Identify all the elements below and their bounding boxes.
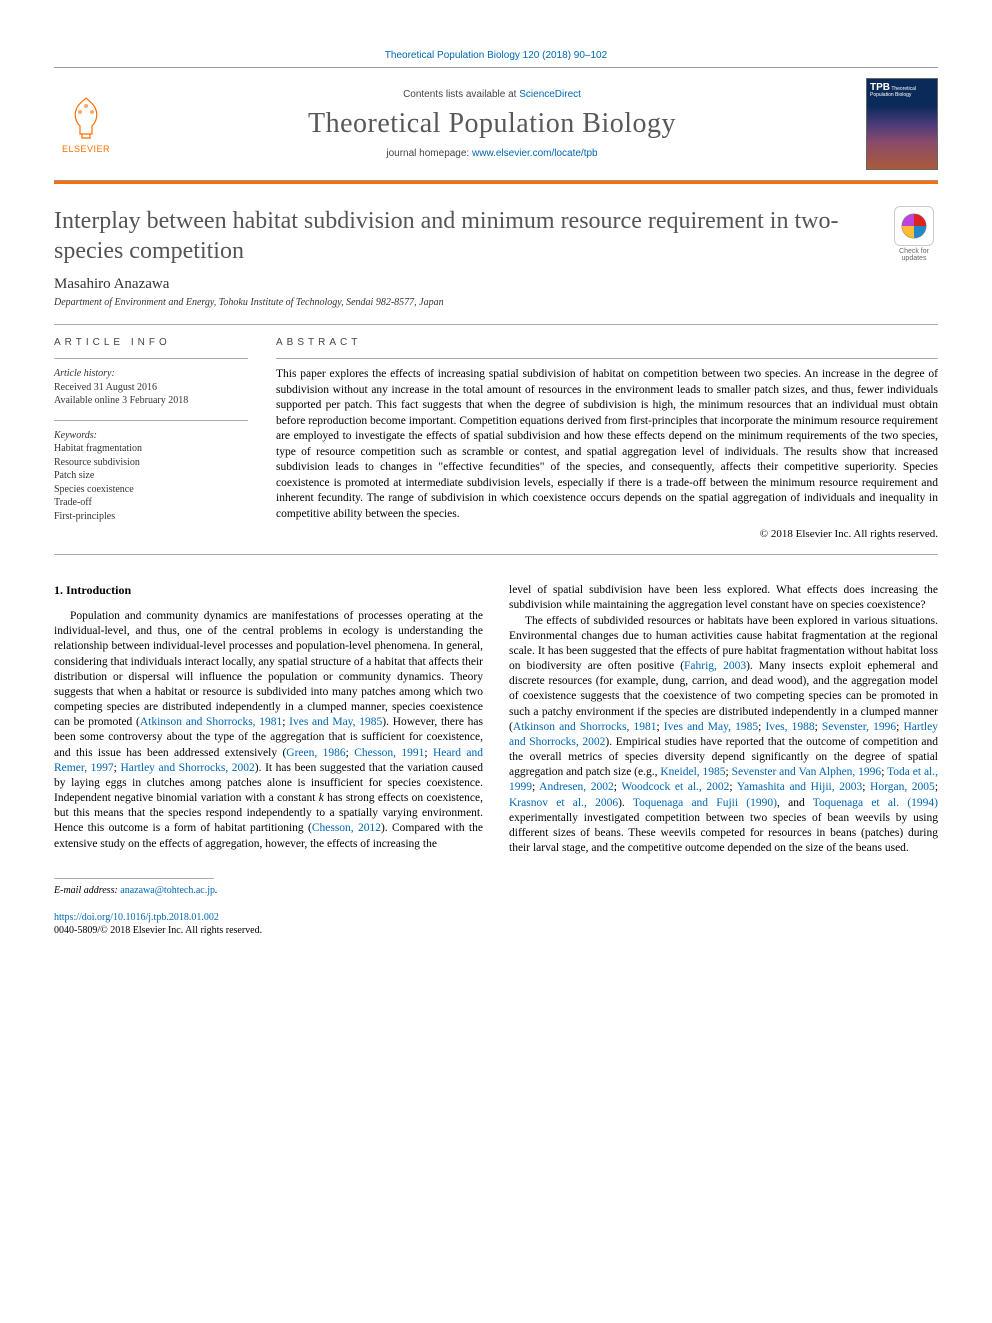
elsevier-label: ELSEVIER <box>62 144 110 154</box>
keywords-block: Keywords: Habitat fragmentation Resource… <box>54 429 248 524</box>
abstract-label: abstract <box>276 337 938 348</box>
citation-link[interactable]: Woodcock et al., 2002 <box>621 781 729 793</box>
citation-link[interactable]: Green, 1986 <box>286 747 345 759</box>
email-label: E-mail address: <box>54 885 120 896</box>
text: , and <box>777 797 813 809</box>
contents-available: Contents lists available at ScienceDirec… <box>118 89 866 100</box>
page: Theoretical Population Biology 120 (2018… <box>0 0 992 987</box>
sciencedirect-link[interactable]: ScienceDirect <box>519 89 581 100</box>
copyright-line: © 2018 Elsevier Inc. All rights reserved… <box>276 528 938 540</box>
homepage-prefix: journal homepage: <box>386 148 472 159</box>
journal-header: ELSEVIER Contents lists available at Sci… <box>54 67 938 181</box>
author-name: Masahiro Anazawa <box>54 276 938 293</box>
orange-divider <box>54 181 938 184</box>
text: ; <box>935 781 938 793</box>
text: Population and community dynamics are ma… <box>54 610 483 728</box>
elsevier-tree-icon <box>62 94 110 142</box>
check-updates-icon <box>894 206 934 246</box>
contents-prefix: Contents lists available at <box>403 89 519 100</box>
divider <box>54 324 938 325</box>
affiliation: Department of Environment and Energy, To… <box>54 297 938 308</box>
homepage-link[interactable]: www.elsevier.com/locate/tpb <box>472 148 598 159</box>
check-updates-widget[interactable]: Check for updates <box>890 206 938 262</box>
journal-title: Theoretical Population Biology <box>118 108 866 140</box>
abstract-column: abstract This paper explores the effects… <box>276 337 938 540</box>
issn-line: 0040-5809/© 2018 Elsevier Inc. All right… <box>54 924 483 937</box>
text: level of spatial subdivision have been l… <box>509 584 938 611</box>
abstract-text: This paper explores the effects of incre… <box>276 367 938 522</box>
citation-link[interactable]: Chesson, 1991 <box>354 747 424 759</box>
text: ; <box>815 721 822 733</box>
divider <box>54 420 248 421</box>
citation-link[interactable]: Toquenaga et al. (1994) <box>813 797 938 809</box>
body-column-left: 1. Introduction Population and community… <box>54 583 483 937</box>
citation-link[interactable]: Atkinson and Shorrocks, 1981 <box>140 716 282 728</box>
text: ). <box>618 797 633 809</box>
text: ; <box>656 721 663 733</box>
journal-reference: Theoretical Population Biology 120 (2018… <box>54 50 938 61</box>
online-date: Available online 3 February 2018 <box>54 394 248 408</box>
citation-link[interactable]: Hartley and Shorrocks, 2002 <box>120 762 254 774</box>
divider <box>54 358 248 359</box>
keyword: Resource subdivision <box>54 456 248 470</box>
citation-link[interactable]: Ives and May, 1985 <box>664 721 758 733</box>
doi-line: https://doi.org/10.1016/j.tpb.2018.01.00… <box>54 911 483 924</box>
text: ; <box>729 781 736 793</box>
body-columns: 1. Introduction Population and community… <box>54 583 938 937</box>
citation-link[interactable]: Chesson, 2012 <box>312 822 381 834</box>
citation-link[interactable]: Sevenster, 1996 <box>822 721 896 733</box>
keyword: Habitat fragmentation <box>54 442 248 456</box>
article-info-column: article info Article history: Received 3… <box>54 337 248 540</box>
check-updates-label: Check for updates <box>890 248 938 262</box>
citation-link[interactable]: Ives, 1988 <box>765 721 814 733</box>
keyword: Patch size <box>54 469 248 483</box>
article-title: Interplay between habitat subdivision an… <box>54 206 890 266</box>
text: ; <box>862 781 870 793</box>
history-heading: Article history: <box>54 367 248 381</box>
email-link[interactable]: anazawa@tohtech.ac.jp <box>120 885 215 896</box>
citation-link[interactable]: Krasnov et al., 2006 <box>509 797 618 809</box>
cover-label: TPB Theoretical Population Biology <box>870 82 934 99</box>
citation-link[interactable]: Yamashita and Hijii, 2003 <box>737 781 862 793</box>
citation-link[interactable]: Horgan, 2005 <box>870 781 935 793</box>
article-info-label: article info <box>54 337 248 348</box>
email-line: E-mail address: anazawa@tohtech.ac.jp. <box>54 884 483 897</box>
homepage-line: journal homepage: www.elsevier.com/locat… <box>118 148 866 159</box>
citation-link[interactable]: Fahrig, 2003 <box>684 660 746 672</box>
divider <box>54 554 938 555</box>
body-column-right: level of spatial subdivision have been l… <box>509 583 938 937</box>
info-abstract-row: article info Article history: Received 3… <box>54 337 938 540</box>
paragraph: level of spatial subdivision have been l… <box>509 583 938 613</box>
header-center: Contents lists available at ScienceDirec… <box>118 89 866 159</box>
paragraph: Population and community dynamics are ma… <box>54 609 483 852</box>
keyword: Species coexistence <box>54 483 248 497</box>
citation-link[interactable]: Kneidel, 1985 <box>660 766 725 778</box>
footer-divider <box>54 878 214 879</box>
text: ; <box>424 747 433 759</box>
elsevier-logo[interactable]: ELSEVIER <box>54 94 118 154</box>
title-area: Interplay between habitat subdivision an… <box>54 206 938 266</box>
citation-link[interactable]: Sevenster and Van Alphen, 1996 <box>732 766 882 778</box>
keyword: First-principles <box>54 510 248 524</box>
paragraph: The effects of subdivided resources or h… <box>509 614 938 857</box>
received-date: Received 31 August 2016 <box>54 381 248 395</box>
text: experimentally investigated competition … <box>509 812 938 854</box>
keywords-heading: Keywords: <box>54 429 248 443</box>
article-history: Article history: Received 31 August 2016… <box>54 367 248 408</box>
section-heading: 1. Introduction <box>54 583 483 599</box>
divider <box>276 358 938 359</box>
citation-link[interactable]: Ives and May, 1985 <box>289 716 382 728</box>
journal-cover-thumbnail[interactable]: TPB Theoretical Population Biology <box>866 78 938 170</box>
citation-link[interactable]: Andresen, 2002 <box>539 781 614 793</box>
keyword: Trade-off <box>54 496 248 510</box>
citation-link[interactable]: Toquenaga and Fujii (1990) <box>633 797 777 809</box>
doi-link[interactable]: https://doi.org/10.1016/j.tpb.2018.01.00… <box>54 912 219 923</box>
citation-link[interactable]: Atkinson and Shorrocks, 1981 <box>513 721 657 733</box>
text: ; <box>346 747 355 759</box>
